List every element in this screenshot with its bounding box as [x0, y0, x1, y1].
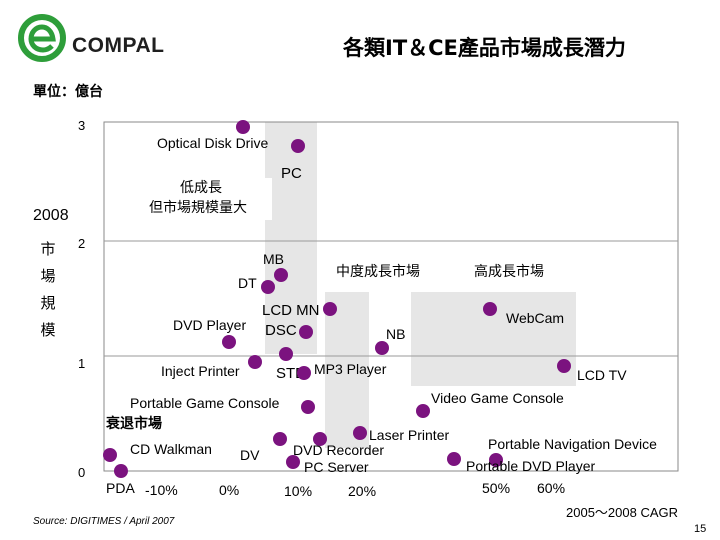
data-point — [291, 139, 305, 153]
data-point — [297, 366, 311, 380]
x-axis-title: 2005～2008 CAGR — [566, 505, 679, 520]
data-point — [103, 448, 117, 462]
region-label: 低成長 — [180, 179, 222, 195]
region-label: 衰退市場 — [105, 415, 162, 431]
y-axis-label: 市 場 規 模 — [38, 236, 58, 344]
data-point — [222, 335, 236, 349]
region-shade — [265, 122, 317, 354]
data-point-label: PC Server — [304, 459, 369, 475]
x-tick-label: 50% — [482, 480, 510, 496]
data-point-label: LCD MN — [262, 302, 320, 319]
y-tick-label: 3 — [78, 118, 85, 133]
data-point — [313, 432, 327, 446]
data-point-label: DV — [240, 447, 260, 463]
x-tick-label: 0% — [219, 482, 239, 498]
data-point — [286, 455, 300, 469]
y-axis-label-char: 市 — [40, 240, 56, 258]
data-point — [299, 325, 313, 339]
data-point — [375, 341, 389, 355]
data-point — [274, 268, 288, 282]
region-label-box — [140, 178, 272, 220]
data-point — [323, 302, 337, 316]
data-point — [248, 355, 262, 369]
data-point — [489, 453, 503, 467]
y-tick-label: 1 — [78, 356, 85, 371]
brand-name: COMPAL — [72, 34, 165, 57]
data-point-label: DVD Player — [173, 317, 246, 333]
plot-frame — [103, 121, 679, 472]
data-point — [483, 302, 497, 316]
data-point-label: PC — [281, 165, 302, 182]
data-point-label: Laser Printer — [369, 427, 449, 443]
data-point — [557, 359, 571, 373]
data-point — [273, 432, 287, 446]
region-label: 高成長市場 — [474, 263, 544, 279]
data-point-label: CD Walkman — [130, 441, 212, 457]
data-point-label: Video Game Console — [431, 390, 564, 406]
data-point — [114, 464, 128, 478]
unit-label: 單位：億台 — [33, 84, 103, 100]
data-point-label: STB — [276, 365, 305, 382]
data-point-label: Portable Game Console — [130, 395, 280, 411]
x-tick-label: 10% — [284, 483, 312, 499]
y-tick-label: 2 — [78, 236, 85, 251]
data-point-label: DSC — [265, 322, 297, 339]
data-point — [261, 280, 275, 294]
data-point — [447, 452, 461, 466]
page-number: 15 — [694, 523, 707, 535]
x-tick-label: -10% — [145, 482, 178, 498]
x-tick-label: 60% — [537, 480, 565, 496]
data-point — [279, 347, 293, 361]
data-point-label: DVD Recorder — [293, 442, 384, 458]
y-axis-label-char: 規 — [40, 294, 56, 312]
data-point-label: LCD TV — [577, 367, 627, 383]
data-point-label: Inject Printer — [161, 363, 240, 379]
data-point-label: MP3 Player — [314, 361, 387, 377]
data-point — [236, 120, 250, 134]
data-point-label: Portable DVD Player — [466, 458, 596, 474]
data-point-label: Optical Disk Drive — [157, 135, 268, 151]
y-tick-label: 0 — [78, 465, 85, 480]
x-tick-label: 20% — [348, 483, 376, 499]
y-axis-label-char: 模 — [40, 321, 56, 339]
data-point — [353, 426, 367, 440]
data-point — [416, 404, 430, 418]
region-label: 但市場規模量大 — [149, 199, 247, 215]
source-note: Source: DIGITIMES / April 2007 — [33, 516, 175, 527]
data-point-label: WebCam — [506, 310, 564, 326]
compal-logo-icon — [18, 14, 66, 62]
data-point-label: NB — [386, 326, 405, 342]
region-shade — [325, 292, 369, 448]
page-title: 各類IT＆CE產品市場成長潛力 — [343, 36, 626, 60]
data-point-label: MB — [263, 251, 284, 267]
y-axis-label-char: 場 — [40, 267, 56, 285]
data-point-label: PDA — [106, 480, 135, 496]
data-point — [301, 400, 315, 414]
data-point-label: DT — [238, 275, 257, 291]
y-axis-year-label: 2008 — [33, 207, 69, 224]
data-point-label: Portable Navigation Device — [488, 436, 657, 452]
region-label: 中度成長市場 — [336, 263, 420, 279]
